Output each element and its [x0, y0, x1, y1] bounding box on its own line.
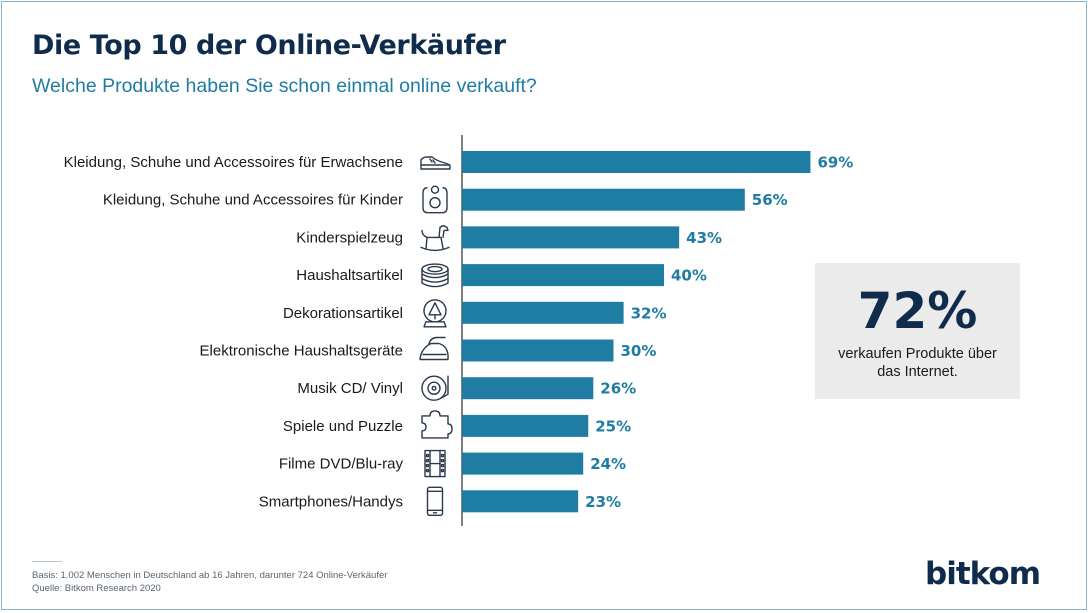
rocking-horse-icon — [420, 225, 450, 252]
value-label: 24% — [590, 455, 626, 473]
bar — [462, 188, 745, 211]
value-label: 26% — [600, 380, 636, 398]
bar — [462, 377, 594, 400]
callout-box: 72% verkaufen Produkte über das Internet… — [815, 263, 1020, 399]
chart-subtitle: Welche Produkte haben Sie schon einmal o… — [32, 75, 537, 97]
category-label: Kinderspielzeug — [296, 229, 403, 246]
footer-source: Quelle: Bitkom Research 2020 — [32, 583, 161, 594]
footer: Basis: 1.002 Menschen in Deutschland ab … — [32, 569, 387, 595]
bitkom-logo: bitkom — [925, 556, 1041, 592]
bar — [462, 339, 614, 362]
bar — [462, 151, 811, 173]
footer-divider — [32, 561, 62, 562]
bar — [462, 226, 680, 249]
category-label: Haushaltsartikel — [296, 267, 403, 284]
footer-basis: Basis: 1.002 Menschen in Deutschland ab … — [32, 570, 388, 581]
category-label: Elektronische Haushaltsgeräte — [200, 343, 403, 360]
bar — [462, 264, 664, 287]
value-label: 30% — [621, 342, 657, 360]
vinyl-record-icon — [421, 375, 449, 401]
film-strip-icon — [424, 449, 446, 478]
value-label: 32% — [631, 304, 667, 322]
sneaker-icon — [420, 156, 451, 170]
value-label: 23% — [585, 493, 621, 511]
category-label: Kleidung, Schuhe und Accessoires für Erw… — [64, 154, 403, 171]
value-label: 40% — [671, 267, 707, 285]
value-label: 56% — [752, 191, 788, 209]
category-label: Filme DVD/Blu-ray — [279, 456, 404, 473]
callout-value: 72% — [857, 282, 978, 340]
snow-globe-icon — [423, 299, 447, 328]
plate-stack-icon — [421, 263, 449, 288]
category-label: Kleidung, Schuhe und Accessoires für Kin… — [103, 192, 403, 209]
category-label: Smartphones/Handys — [259, 493, 403, 510]
value-label: 69% — [817, 154, 853, 172]
value-label: 43% — [686, 229, 722, 247]
callout-text: verkaufen Produkte über das Internet. — [838, 346, 997, 380]
iron-icon — [419, 336, 449, 361]
chart-title: Die Top 10 der Online-Verkäufer — [32, 30, 506, 61]
bar — [462, 452, 584, 475]
puzzle-piece-icon — [421, 410, 453, 439]
bar — [462, 414, 589, 437]
smartphone-icon — [426, 486, 444, 516]
baby-bib-icon — [422, 185, 448, 214]
category-label: Spiele und Puzzle — [283, 418, 403, 435]
category-label: Dekorationsartikel — [283, 305, 403, 322]
bar — [462, 490, 579, 513]
category-label: Musik CD/ Vinyl — [297, 380, 403, 397]
value-label: 25% — [595, 417, 631, 435]
bar — [462, 301, 624, 324]
